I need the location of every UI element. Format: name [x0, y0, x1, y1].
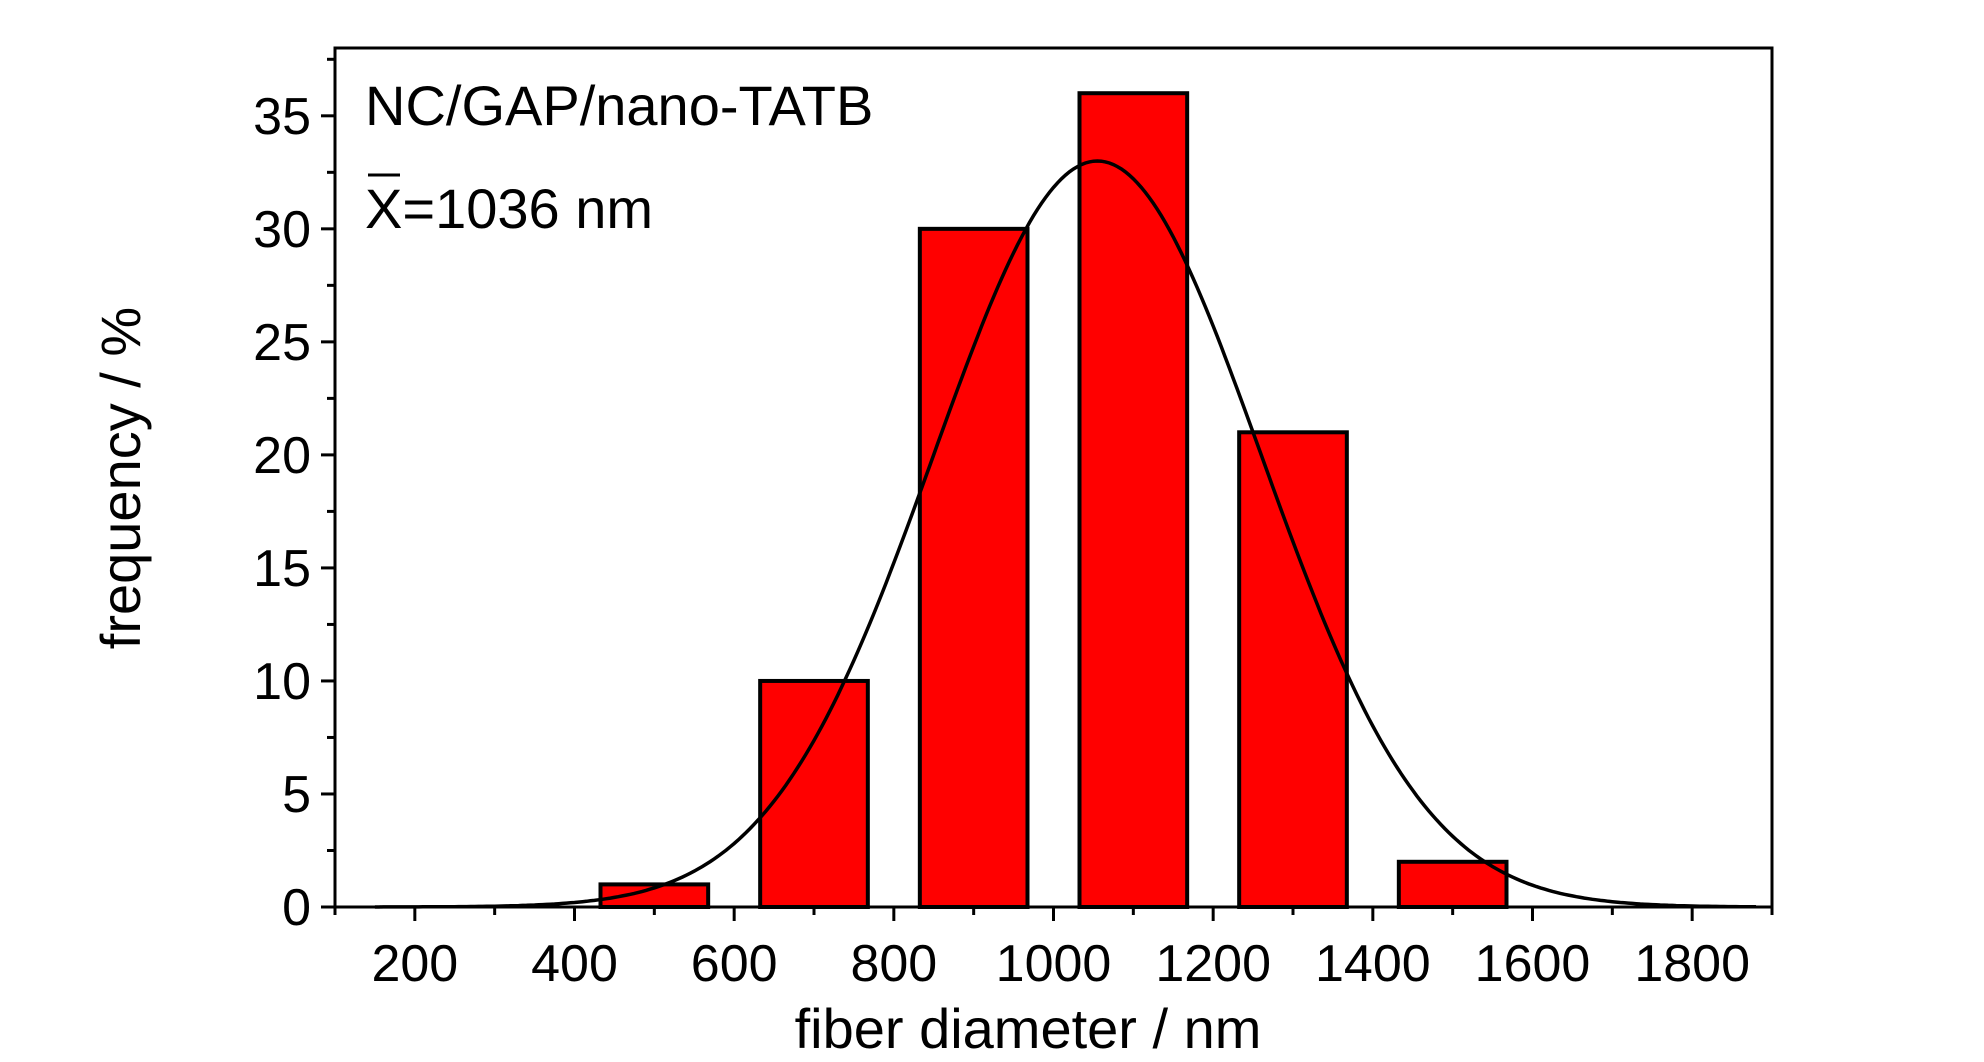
y-tick-label-25: 25 [253, 314, 311, 372]
bar-1300 [1237, 430, 1349, 909]
bars-layer [598, 91, 1509, 910]
mean-annotation: X=1036 nm [365, 177, 653, 240]
y-tick-label-30: 30 [253, 201, 311, 259]
x-tick-label-1400: 1400 [1315, 935, 1431, 993]
bar-1100 [1077, 91, 1190, 910]
x-tick-label-800: 800 [850, 935, 937, 993]
x-tick-label-1000: 1000 [996, 935, 1112, 993]
x-axis-title: fiber diameter / nm [795, 997, 1262, 1060]
x-tick-label-400: 400 [531, 935, 618, 993]
y-tick-label-0: 0 [282, 879, 311, 937]
y-tick-label-20: 20 [253, 427, 311, 485]
y-tick-label-10: 10 [253, 653, 311, 711]
bar-900 [917, 226, 1030, 909]
bar-700 [758, 678, 870, 910]
x-tick-label-1200: 1200 [1155, 935, 1271, 993]
x-tick-label-200: 200 [371, 935, 458, 993]
gaussian-fit-curve [374, 159, 1757, 909]
ticks-layer: 200 400 600 800 1000 1200 1400 1600 1800 0 5 10 15 20… [253, 57, 1774, 993]
mean-value: =1036 nm [402, 177, 653, 240]
mean-symbol: X [365, 177, 402, 240]
bar-1500 [1396, 859, 1509, 910]
y-tick-label-5: 5 [282, 766, 311, 824]
x-tick-label-600: 600 [691, 935, 778, 993]
y-tick-label-15: 15 [253, 540, 311, 598]
y-axis-title: frequency / % [89, 307, 152, 649]
x-tick-label-1600: 1600 [1475, 935, 1591, 993]
x-tick-label-1800: 1800 [1634, 935, 1750, 993]
sample-annotation: NC/GAP/nano-TATB [365, 74, 873, 137]
y-tick-label-35: 35 [253, 88, 311, 146]
